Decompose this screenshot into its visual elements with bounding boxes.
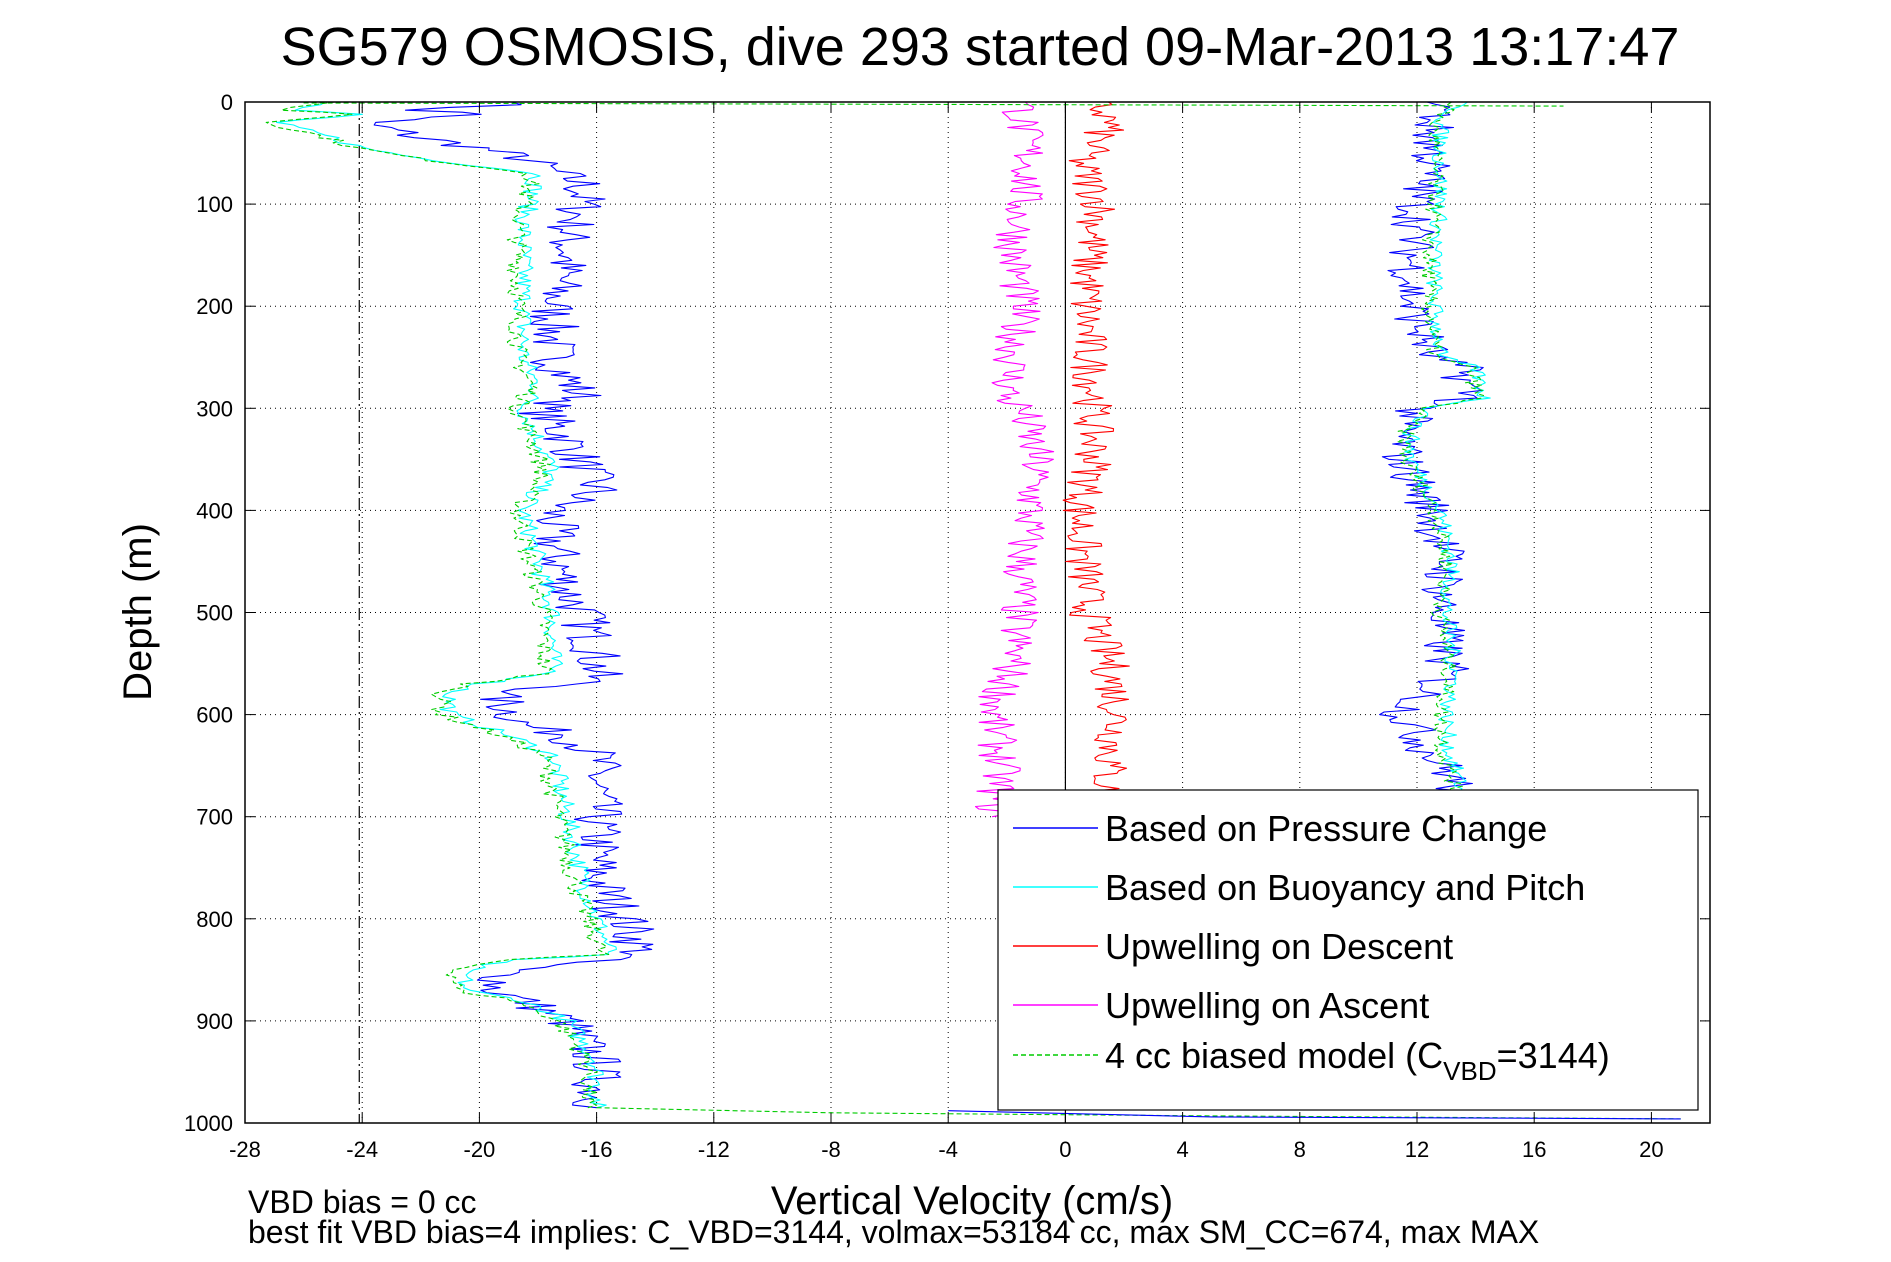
series-line-1 — [276, 101, 617, 1109]
x-tick-label: 12 — [1405, 1137, 1429, 1162]
y-tick-label: 900 — [196, 1009, 233, 1034]
series-line-6 — [1402, 101, 1491, 797]
y-tick-label: 700 — [196, 805, 233, 830]
x-tick-label: -20 — [464, 1137, 496, 1162]
y-tick-label: 800 — [196, 907, 233, 932]
series-line-10 — [948, 1110, 1681, 1120]
footnote-best-fit: best fit VBD bias=4 implies: C_VBD=3144,… — [248, 1214, 1539, 1250]
chart-title: SG579 OSMOSIS, dive 293 started 09-Mar-2… — [281, 17, 1680, 77]
x-axis-ticks: -28 -24 -20 -16 -12 -8 -4 0 4 8 12 16 20 — [229, 102, 1664, 1162]
y-tick-label: 0 — [221, 90, 233, 115]
legend-label-4: 4 cc biased model (CVBD=3144) — [1105, 1035, 1610, 1086]
x-tick-label: -12 — [698, 1137, 730, 1162]
x-tick-label: -16 — [581, 1137, 613, 1162]
x-tick-label: -28 — [229, 1137, 261, 1162]
x-tick-label: 20 — [1639, 1137, 1663, 1162]
y-tick-label: 600 — [196, 703, 233, 728]
y-tick-label: 1000 — [184, 1111, 233, 1136]
y-axis-ticks: 0 100 200 300 400 500 600 700 800 900 1000 — [184, 90, 1710, 1136]
x-tick-label: -8 — [821, 1137, 841, 1162]
x-tick-label: -24 — [346, 1137, 378, 1162]
y-tick-label: 500 — [196, 601, 233, 626]
x-tick-label: 0 — [1059, 1137, 1071, 1162]
legend-label-2: Upwelling on Descent — [1105, 926, 1453, 967]
x-tick-label: 4 — [1176, 1137, 1188, 1162]
x-tick-label: 8 — [1294, 1137, 1306, 1162]
y-tick-label: 100 — [196, 192, 233, 217]
series-line-0 — [373, 101, 655, 1109]
y-tick-label: 200 — [196, 294, 233, 319]
series-line-8 — [303, 102, 1564, 107]
x-tick-label: 16 — [1522, 1137, 1546, 1162]
series-line-4 — [974, 101, 1055, 818]
data-series — [265, 101, 1681, 1120]
y-tick-label: 300 — [196, 396, 233, 421]
y-tick-label: 400 — [196, 498, 233, 523]
footnote-vbd-bias: VBD bias = 0 cc — [248, 1184, 477, 1220]
x-tick-label: -4 — [938, 1137, 958, 1162]
series-line-3 — [1062, 101, 1130, 818]
legend-box — [997, 789, 1699, 1111]
series-line-2 — [265, 101, 610, 1109]
y-axis-label: Depth (m) — [116, 523, 160, 701]
legend: Based on Pressure Change Based on Buoyanc… — [997, 789, 1699, 1111]
series-line-7 — [1396, 101, 1485, 797]
legend-label-0: Based on Pressure Change — [1105, 808, 1547, 849]
legend-label-1: Based on Buoyancy and Pitch — [1105, 867, 1585, 908]
legend-label-3: Upwelling on Ascent — [1105, 985, 1429, 1026]
x-axis-label: Vertical Velocity (cm/s) — [771, 1179, 1173, 1223]
